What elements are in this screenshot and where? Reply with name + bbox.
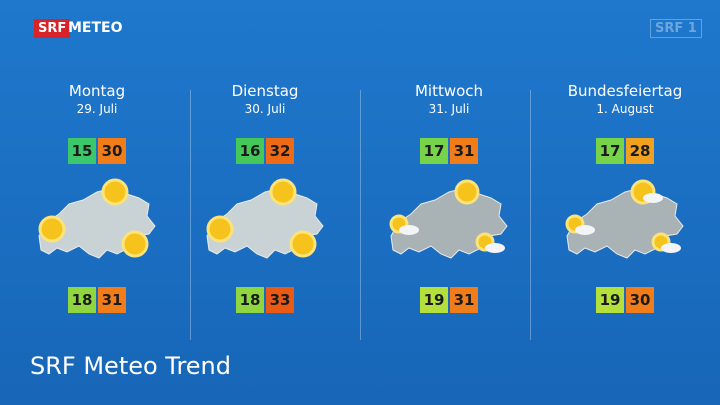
cloud-icon — [485, 243, 505, 253]
temp-max: 33 — [266, 287, 294, 313]
channel-logo: SRF 1 — [650, 19, 702, 38]
temp-max: 31 — [450, 138, 478, 164]
temp-max: 31 — [450, 287, 478, 313]
temp-min: 18 — [68, 287, 96, 313]
temp-row: 19 30 — [596, 287, 654, 313]
temp-min: 19 — [596, 287, 624, 313]
cloud-icon — [661, 243, 681, 253]
sun-icon — [101, 178, 129, 206]
temp-min: 16 — [236, 138, 264, 164]
temp-row: 18 31 — [68, 287, 126, 313]
temp-max: 30 — [626, 287, 654, 313]
temp-max: 32 — [266, 138, 294, 164]
day-column: Montag 29. Juli 15 30 18 31 — [12, 82, 182, 322]
sun-icon — [269, 178, 297, 206]
temp-min: 18 — [236, 287, 264, 313]
day-name: Dienstag — [231, 82, 299, 100]
day-date: 29. Juli — [76, 102, 118, 116]
sun-icon — [454, 179, 480, 205]
map — [565, 179, 684, 259]
footer-title: SRF Meteo Trend — [30, 352, 231, 380]
sun-icon — [289, 230, 317, 258]
day-name: Bundesfeiertag — [567, 82, 683, 100]
cloud-icon — [643, 193, 663, 203]
temp-min: 17 — [596, 138, 624, 164]
logo-text: METEO — [68, 20, 123, 36]
temp-row: 19 31 — [420, 287, 478, 313]
map — [389, 179, 508, 259]
divider — [530, 90, 531, 340]
temp-row: 16 32 — [236, 138, 294, 164]
map — [38, 178, 156, 259]
sun-icon — [206, 215, 234, 243]
temp-max: 31 — [98, 287, 126, 313]
cloud-icon — [575, 225, 595, 235]
day-date: 31. Juli — [428, 102, 470, 116]
divider — [360, 90, 361, 340]
day-date: 30. Juli — [244, 102, 286, 116]
logo-badge: SRF — [34, 19, 71, 38]
day-name: Montag — [68, 82, 126, 100]
day-column: Bundesfeiertag 1. August 17 28 19 30 — [540, 82, 710, 322]
day-column: Dienstag 30. Juli 16 32 18 33 — [180, 82, 350, 322]
day-name: Mittwoch — [414, 82, 484, 100]
divider — [190, 90, 191, 340]
temp-min: 15 — [68, 138, 96, 164]
day-date: 1. August — [596, 102, 654, 116]
temp-row: 18 33 — [236, 287, 294, 313]
temp-row: 17 31 — [420, 138, 478, 164]
cloud-icon — [399, 225, 419, 235]
temp-max: 28 — [626, 138, 654, 164]
temp-max: 30 — [98, 138, 126, 164]
map — [206, 178, 324, 259]
temp-row: 15 30 — [68, 138, 126, 164]
temp-min: 19 — [420, 287, 448, 313]
day-column: Mittwoch 31. Juli 17 31 19 31 — [364, 82, 534, 322]
sun-icon — [121, 230, 149, 258]
temp-row: 17 28 — [596, 138, 654, 164]
sun-icon — [38, 215, 66, 243]
temp-min: 17 — [420, 138, 448, 164]
